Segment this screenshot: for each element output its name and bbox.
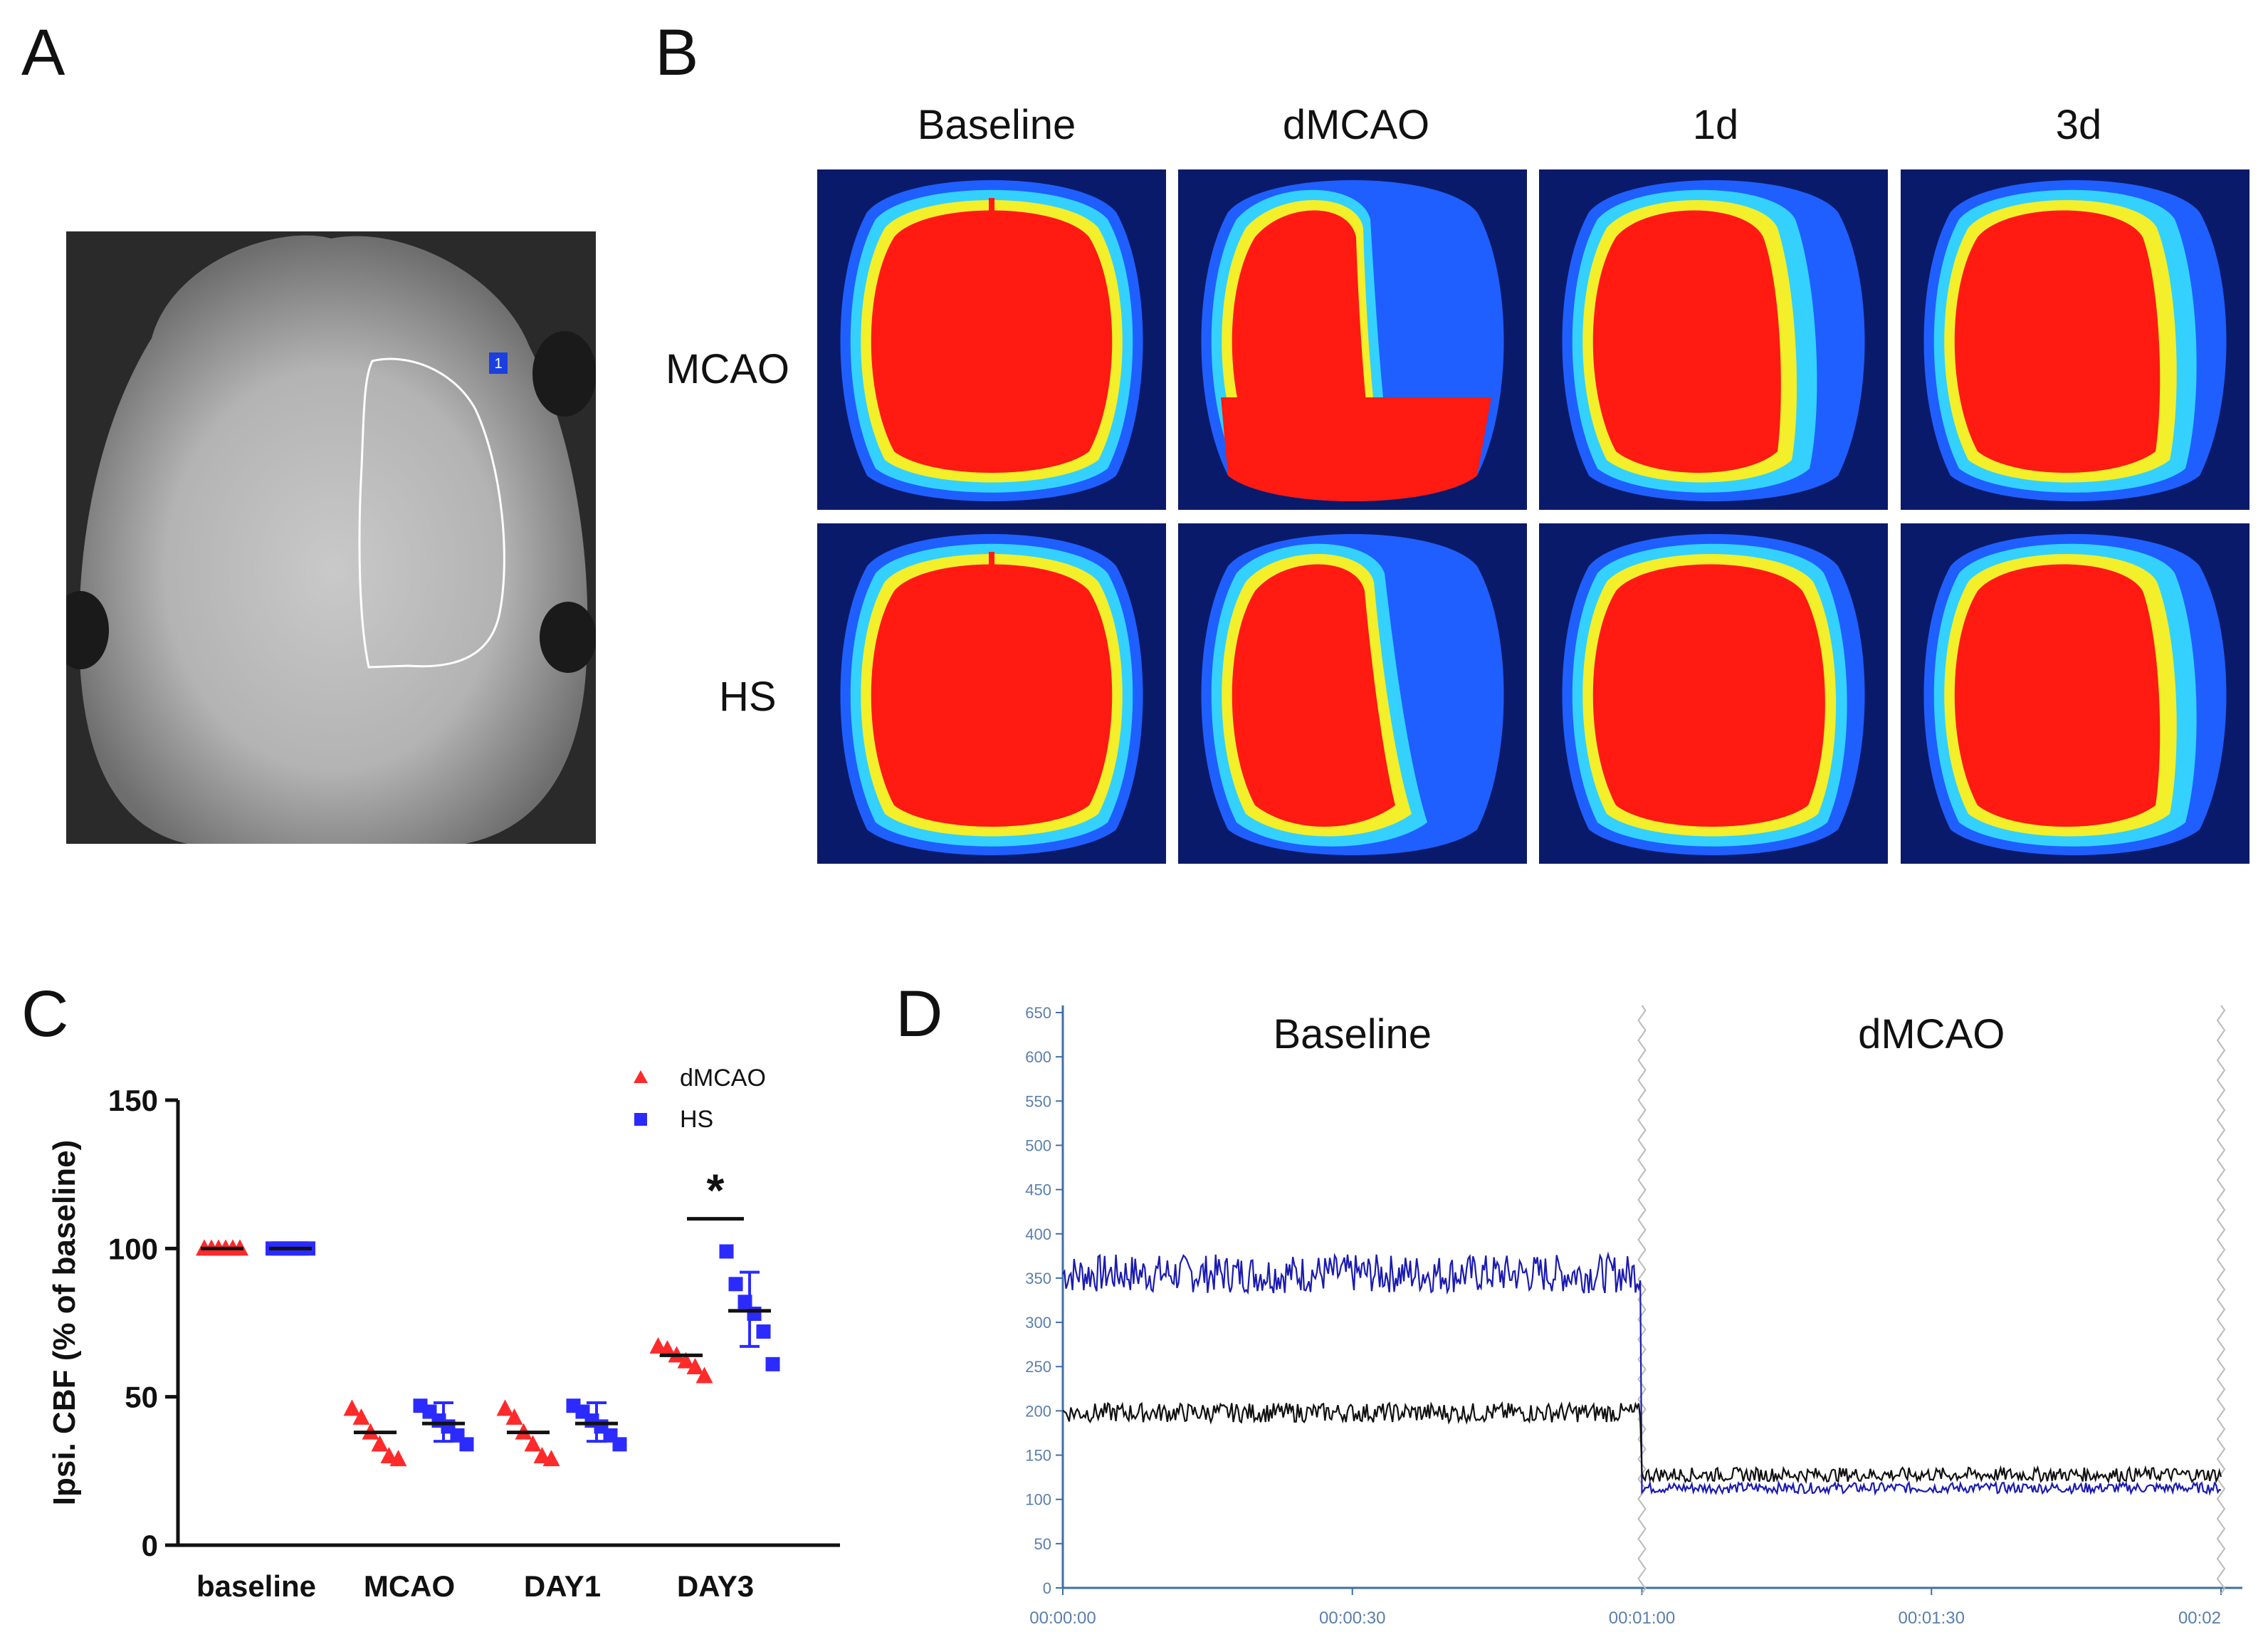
dmcao-data-point [352,1408,370,1425]
panel-b-letter: B [655,16,699,89]
x-tick-label: baseline [196,1569,316,1603]
panel-c-letter: C [21,978,69,1050]
y-tick-label: 0 [142,1529,158,1562]
col-title-baseline: Baseline [917,102,1076,148]
hs-data-point [719,1244,734,1259]
y-axis-label: Ipsi. CBF (% of baseline) [47,1140,82,1505]
blue-perfusion-trace [1062,1251,2222,1496]
x-tick-label: 00:00:00 [1029,1609,1096,1628]
dmcao-data-point [371,1435,389,1452]
event-separator-line [1637,1005,1647,1594]
col-title-1d: 1d [1692,102,1739,148]
hs-data-point [756,1324,771,1339]
panel-a-image: 1 [52,231,597,844]
black-perfusion-trace [1062,1401,2222,1485]
dmcao-data-point [695,1366,713,1384]
y-tick-label: 150 [108,1084,158,1117]
y-tick-label: 200 [1025,1402,1051,1420]
y-tick-label: 600 [1025,1048,1051,1066]
hs-data-point [612,1437,627,1452]
dmcao-data-point [542,1450,560,1467]
brain-grayscale-image: 1 [52,231,597,844]
y-tick-label: 150 [1025,1447,1051,1465]
col-title-3d: 3d [2055,102,2102,148]
trace-title-dmcao: dMCAO [1858,1011,2005,1057]
x-tick-label: 00:02 [2178,1609,2221,1628]
x-tick-label: MCAO [364,1569,455,1603]
legend-dmcao-marker [634,1070,648,1083]
y-tick-label: 400 [1025,1225,1051,1243]
legend-dmcao-label: dMCAO [680,1065,766,1092]
hs-data-point [459,1437,474,1452]
y-tick-label: 450 [1025,1181,1051,1199]
perfusion-map-hs-baseline [817,523,1166,864]
perfusion-map-mcao-baseline [817,169,1166,510]
legend-hs-label: HS [680,1106,713,1133]
y-tick-label: 300 [1025,1314,1051,1332]
panel-d-line-chart: 0 50 100 150 200 250 300 350 400 450 500 550 600 650 0… [1025,1004,2242,1628]
dmcao-data-point [658,1340,676,1356]
y-tick-label: 650 [1025,1004,1051,1022]
x-tick-label: 00:01:30 [1899,1609,1965,1628]
y-tick-label: 100 [108,1232,158,1265]
trace-title-baseline: Baseline [1274,1011,1432,1057]
dmcao-data-point [496,1399,514,1416]
roi-marker [489,352,508,374]
dmcao-data-point [686,1358,704,1374]
hs-data-point [765,1356,780,1371]
event-separator-line [2216,1005,2226,1594]
perfusion-map-hs-3d [1901,523,2249,864]
dmcao-data-point [389,1450,407,1467]
x-tick-label: 00:01:00 [1609,1609,1675,1628]
dmcao-data-point [649,1337,667,1354]
perfusion-map-mcao-3d [1901,169,2249,510]
legend-hs-marker [634,1113,647,1126]
hs-data-point [728,1277,743,1292]
x-tick-label: DAY1 [524,1569,601,1603]
perfusion-map-hs-1d [1539,523,1888,864]
y-tick-label: 0 [1043,1579,1051,1597]
significance-star: * [707,1165,725,1216]
y-tick-label: 550 [1025,1092,1051,1110]
y-tick-label: 500 [1025,1136,1051,1154]
panel-c-scatter-chart: 0 50 100 150 Ipsi. CBF (% of baseline) baseli… [47,1065,840,1603]
panel-d-letter: D [896,978,943,1050]
dmcao-data-point [505,1408,523,1425]
x-tick-label: DAY3 [677,1569,754,1603]
perfusion-map-mcao-1d [1539,169,1888,510]
dmcao-data-point [343,1399,361,1416]
col-title-dmcao: dMCAO [1282,102,1430,148]
dmcao-data-point [533,1447,551,1463]
dmcao-data-point [380,1447,398,1463]
y-tick-label: 50 [125,1381,158,1414]
y-tick-label: 50 [1034,1535,1051,1553]
y-tick-label: 250 [1025,1358,1051,1376]
x-tick-label: 00:00:30 [1319,1609,1385,1628]
perfusion-map-hs-dmcao [1178,523,1527,864]
row-title-mcao: MCAO [666,346,789,392]
perfusion-map-mcao-dmcao [1178,169,1527,510]
panel-a-letter: A [21,16,65,89]
y-tick-label: 100 [1025,1491,1051,1509]
row-title-hs: HS [719,674,777,720]
roi-marker-label: 1 [494,356,502,372]
dmcao-data-point [524,1435,542,1452]
dmcao-data-point [677,1351,695,1369]
y-tick-label: 350 [1025,1270,1051,1287]
